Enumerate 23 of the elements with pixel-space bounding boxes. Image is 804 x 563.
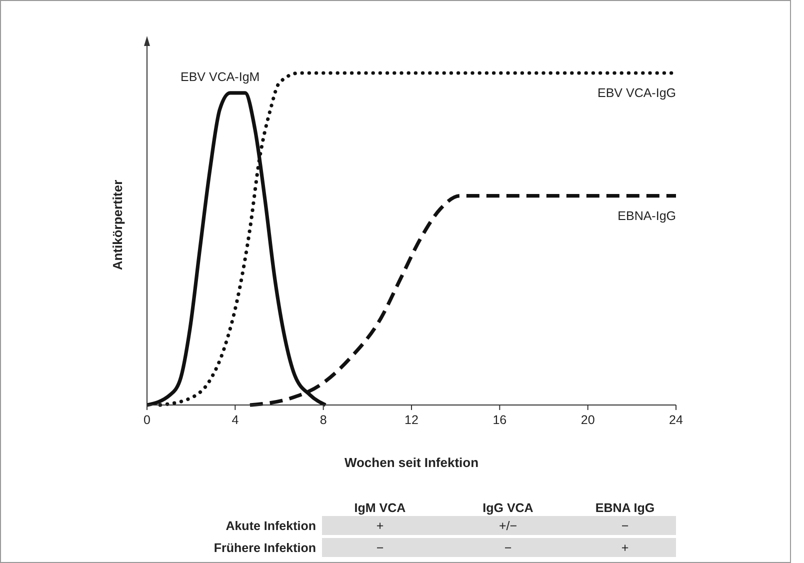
text: −: [504, 541, 512, 555]
text: +: [621, 541, 629, 555]
category-label: IgM VCA: [354, 501, 406, 515]
category-label: EBNA IgG: [595, 501, 655, 515]
text: −: [621, 519, 629, 533]
x-tick-label: 16: [492, 413, 507, 427]
text: +/−: [498, 519, 518, 533]
category-label: Akute Infektion: [226, 519, 316, 533]
series-label: EBNA-IgG: [618, 208, 676, 223]
x-axis-title: Wochen seit Infektion: [344, 455, 479, 470]
text: +: [376, 519, 384, 533]
text: −: [376, 541, 384, 555]
series-label: EBV VCA-IgG: [598, 86, 676, 100]
x-tick-label: 8: [320, 413, 327, 427]
category-label: IgG VCA: [482, 501, 534, 515]
x-tick-label: 12: [404, 413, 418, 427]
x-tick-label: 4: [232, 413, 239, 427]
series-label: EBV VCA-IgM: [180, 70, 260, 84]
category-label: Frühere Infektion: [214, 541, 316, 555]
y-axis-title: Antikörpertiter: [110, 180, 125, 270]
x-tick-label: 20: [580, 413, 595, 427]
x-tick-label: 0: [144, 413, 151, 427]
x-tick-label: 24: [669, 413, 683, 427]
